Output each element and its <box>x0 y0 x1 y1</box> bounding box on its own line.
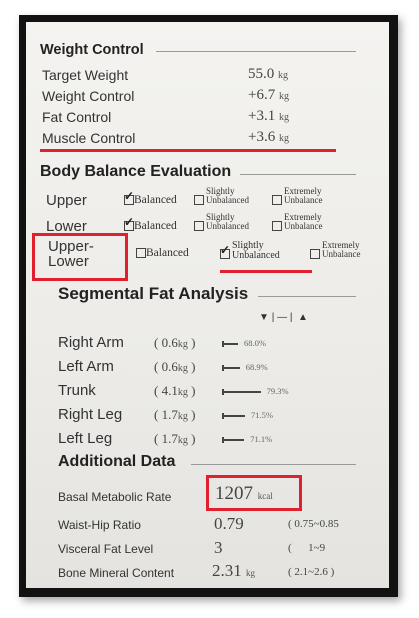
segment-label: Trunk <box>58 382 96 399</box>
segment-value: ( 0.6kg ) <box>154 359 196 374</box>
segment-bar <box>222 343 238 345</box>
option-balanced: Balanced <box>136 247 189 259</box>
fat-control-label: Fat Control <box>42 109 112 125</box>
option-extremely: Extremely Unbalance <box>310 241 360 259</box>
visceral-fat-range: ( 1~9 <box>288 542 326 554</box>
option-balanced: Balanced <box>124 189 177 206</box>
waist-hip-value: 0.79 <box>214 514 244 533</box>
segment-label: Left Arm <box>58 358 114 375</box>
segment-bar <box>222 391 261 393</box>
segment-percent: 68.0% <box>244 338 266 348</box>
segment-percent: 68.9% <box>245 362 268 372</box>
segment-bar-tick <box>222 413 224 419</box>
balance-row-label: Upper <box>46 192 87 209</box>
segmental-fat-title: Segmental Fat Analysis <box>58 284 249 303</box>
target-weight-value: 55.0 kg <box>248 66 288 82</box>
up-triangle-icon: ▲ <box>298 312 308 323</box>
muscle-control-value: +3.6 kg <box>248 129 289 145</box>
segment-value: ( 0.6kg ) <box>154 335 196 350</box>
segment-bar <box>222 439 245 441</box>
bone-mineral-range: ( 2.1~2.6 ) <box>288 566 335 578</box>
segment-bar <box>222 367 240 369</box>
segment-bar-tick <box>222 437 224 443</box>
highlight-underline <box>40 149 336 152</box>
additional-data-title: Additional Data <box>58 453 176 470</box>
segment-value: ( 1.7kg ) <box>154 407 196 422</box>
section-rule <box>258 296 356 297</box>
weight-control-label: Weight Control <box>42 88 135 104</box>
checkbox-checked <box>124 215 134 232</box>
option-balanced: Balanced <box>124 215 177 232</box>
checkbox-empty <box>310 249 320 259</box>
segment-value: ( 4.1kg ) <box>154 383 196 398</box>
body-balance-title: Body Balance Evaluation <box>40 163 232 180</box>
option-extremely: Extremely Unbalance <box>272 213 322 231</box>
checkbox-empty <box>272 221 282 231</box>
segment-value: ( 1.7kg ) <box>154 431 196 446</box>
segment-label: Right Leg <box>58 406 123 423</box>
segment-label: Left Leg <box>58 430 113 447</box>
segment-label: Right Arm <box>58 334 124 351</box>
checkbox-empty <box>136 248 146 259</box>
highlight-box <box>206 475 302 511</box>
waist-hip-range: ( 0.75~0.85 <box>288 518 339 530</box>
weight-control-value: +6.7 kg <box>248 87 289 103</box>
checkbox-empty <box>194 195 204 205</box>
report-paper: Weight Control Target Weight 55.0 kg Wei… <box>26 22 389 588</box>
down-triangle-icon: ▼ <box>259 312 269 323</box>
fat-legend: ▼ | — | ▲ <box>259 312 308 323</box>
visceral-fat-value: 3 <box>214 538 223 557</box>
weight-control-title: Weight Control <box>40 42 144 58</box>
section-rule <box>240 174 356 175</box>
checkbox-empty <box>272 195 282 205</box>
checkbox-checked <box>220 243 230 259</box>
balance-row-label: Upper- Lower <box>48 238 94 270</box>
section-rule <box>191 464 356 465</box>
bmr-label: Basal Metabolic Rate <box>58 490 172 504</box>
segment-bar-tick <box>222 389 224 395</box>
segment-bar-tick <box>222 365 224 371</box>
segment-percent: 79.3% <box>266 386 289 396</box>
highlight-underline <box>220 270 312 273</box>
checkbox-checked <box>124 189 134 206</box>
fat-control-value: +3.1 kg <box>248 108 289 124</box>
waist-hip-label: Waist-Hip Ratio <box>58 518 141 532</box>
muscle-control-label: Muscle Control <box>42 130 136 146</box>
option-extremely: Extremely Unbalance <box>272 187 322 205</box>
bone-mineral-label: Bone Mineral Content <box>58 566 175 580</box>
bone-mineral-value: 2.31 kg <box>212 561 255 580</box>
dash-icon: — <box>277 312 288 323</box>
segment-percent: 71.5% <box>251 410 273 420</box>
segment-bar-tick <box>222 341 224 347</box>
target-weight-label: Target Weight <box>42 67 129 83</box>
highlight-box <box>32 233 128 281</box>
bmr-value: 1207 kcal <box>215 483 273 504</box>
visceral-fat-label: Visceral Fat Level <box>58 542 154 556</box>
segment-percent: 71.1% <box>250 434 273 444</box>
segment-bar <box>222 415 245 417</box>
section-rule <box>156 51 356 52</box>
balance-row-label: Lower <box>46 218 87 235</box>
checkbox-empty <box>194 221 204 231</box>
